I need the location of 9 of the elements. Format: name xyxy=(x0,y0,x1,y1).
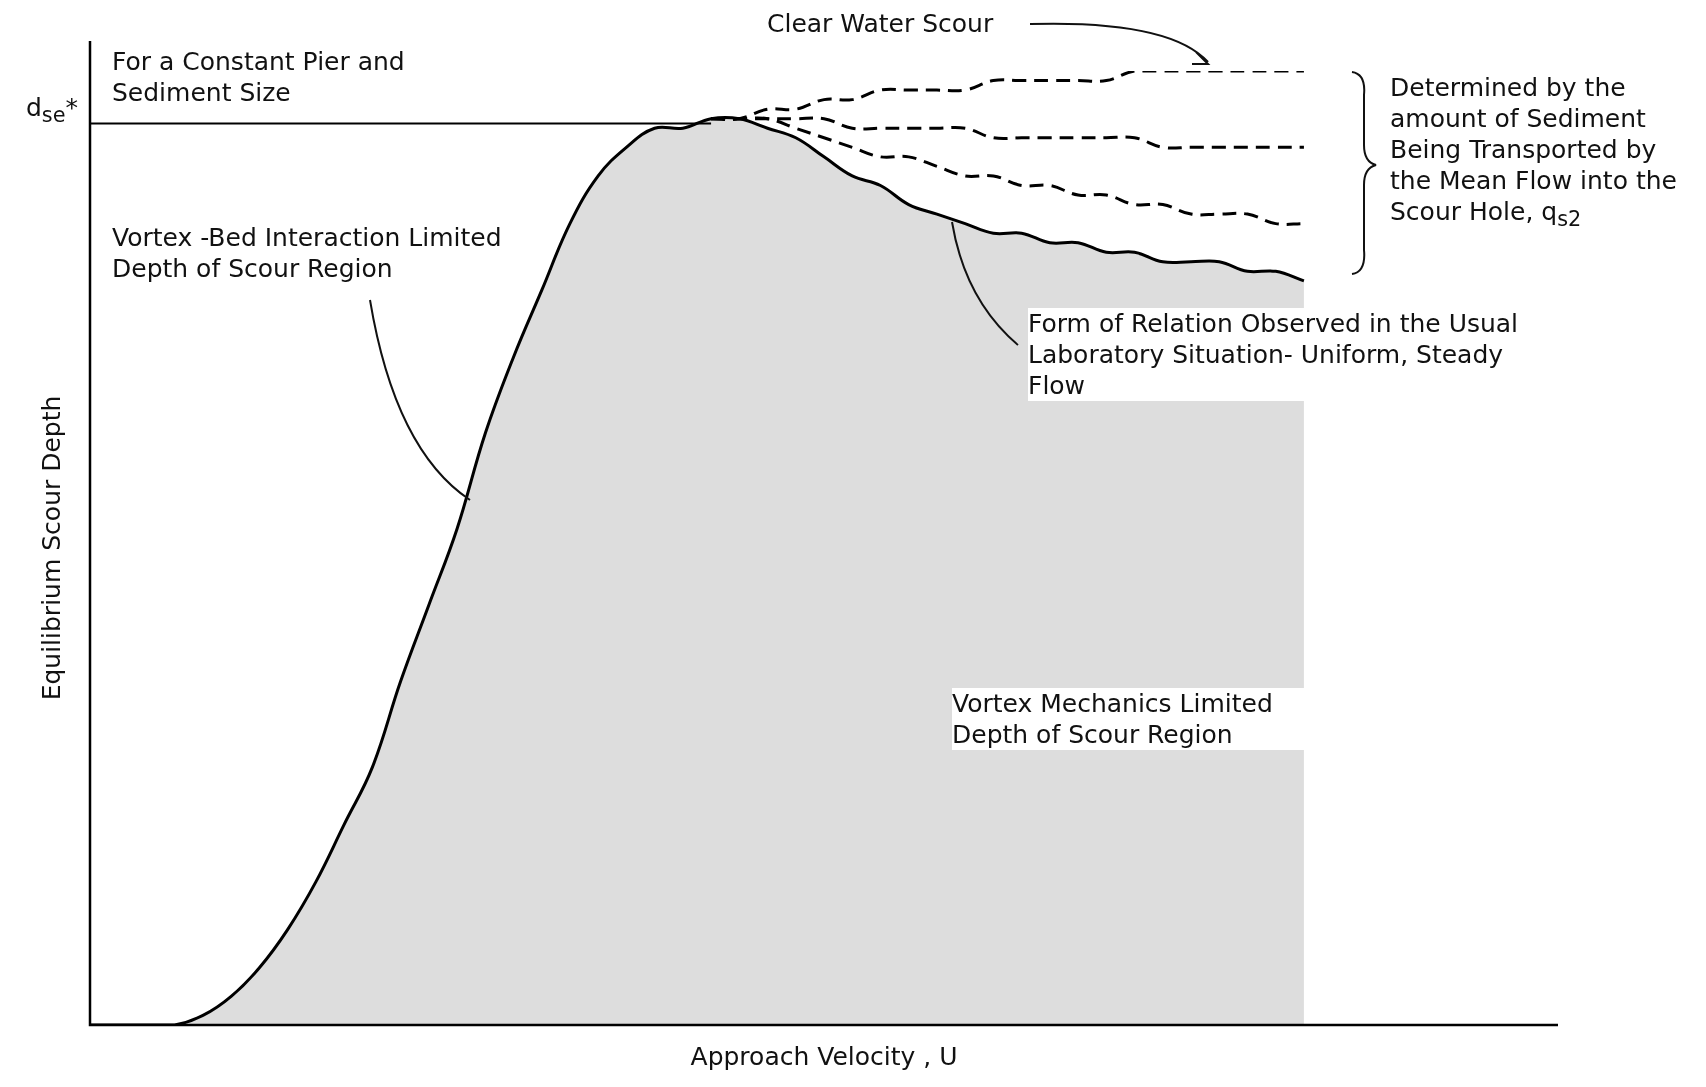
annotation: For a Constant Pier and Sediment Size xyxy=(112,46,406,108)
ref-line-label: d$_{se}$* xyxy=(25,93,78,128)
annotation: Vortex Mechanics Limited Depth of Scour Region xyxy=(952,688,1342,750)
text: Clear Water Scour xyxy=(767,8,995,39)
annotation: Form of Relation Observed in the Usual Laboratory Situation- Uniform, Steady Flow xyxy=(1028,308,1528,401)
annotation: Determined by the amount of Sediment Being Transported by the Mean Flow into the Scour Hole, q$_{s2}$ xyxy=(1390,72,1678,233)
y-axis-title: Equilibrium Scour Depth xyxy=(36,395,66,701)
annotation: Vortex -Bed Interaction Limited Depth of Scour Region xyxy=(112,222,503,284)
x-axis-title: Approach Velocity , U xyxy=(690,1041,958,1071)
